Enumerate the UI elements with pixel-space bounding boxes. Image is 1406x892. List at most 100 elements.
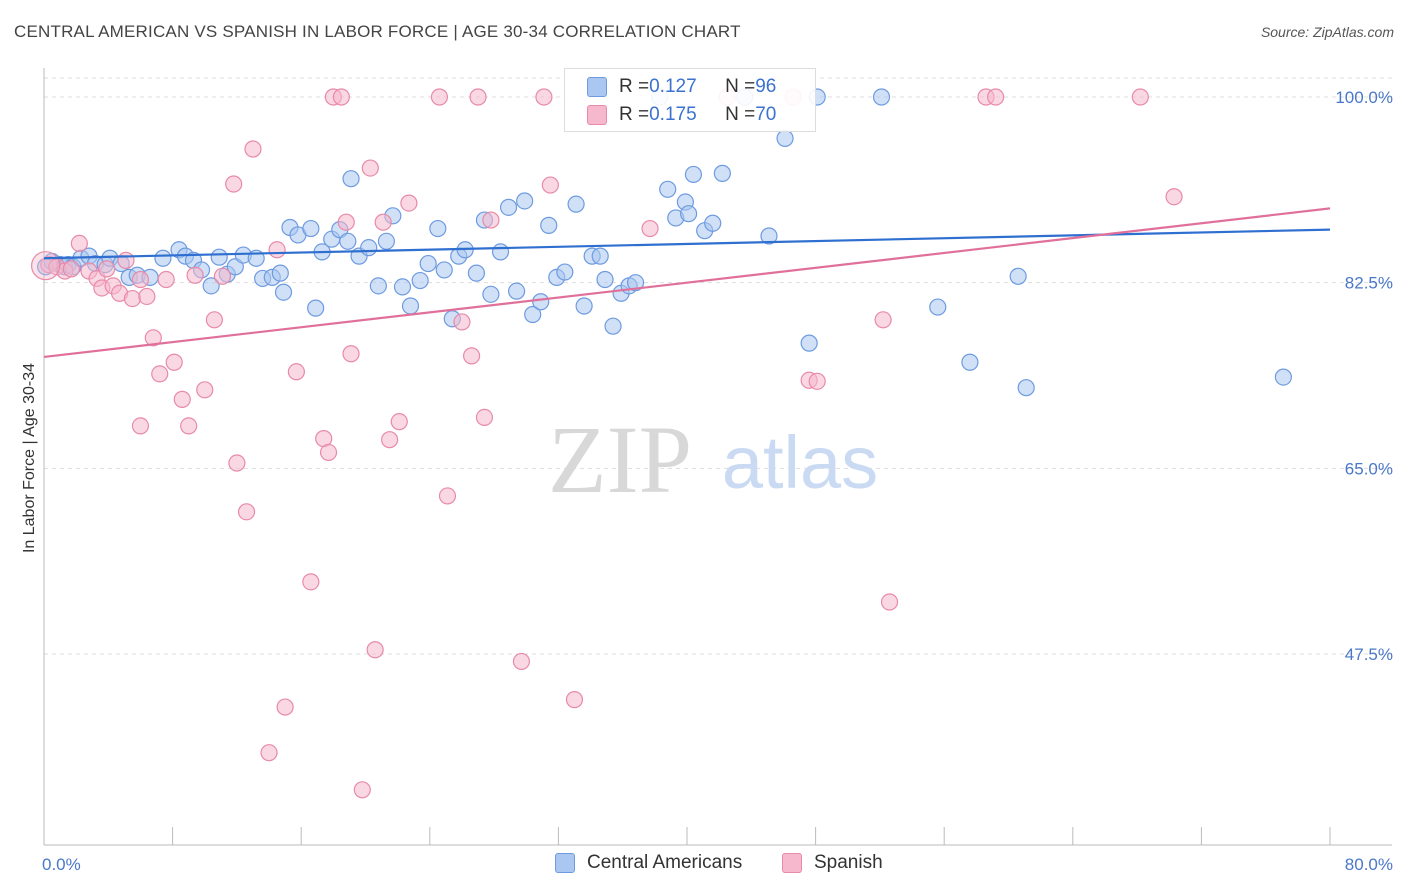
data-point — [541, 176, 559, 194]
x-tick-label-max: 80.0% — [1345, 855, 1393, 874]
data-point — [98, 260, 116, 278]
data-point — [390, 413, 408, 431]
data-point — [430, 88, 449, 106]
data-point — [332, 88, 350, 106]
data-point — [302, 573, 320, 591]
data-point — [880, 593, 899, 611]
data-point — [353, 781, 371, 799]
data-point — [244, 140, 262, 158]
data-point — [535, 88, 553, 106]
data-point — [337, 213, 355, 231]
central-n-value: 96 — [755, 76, 777, 97]
spanish-r-label: R = — [619, 104, 650, 125]
axes — [43, 68, 1392, 846]
data-point — [680, 205, 698, 223]
data-point — [165, 353, 183, 371]
data-point — [419, 254, 437, 273]
data-point — [307, 299, 325, 317]
spanish-trend-line — [43, 207, 1331, 359]
data-point — [556, 263, 574, 281]
y-tick-label: 82.5% — [1345, 274, 1393, 293]
spanish-n-label: N = — [725, 104, 756, 125]
data-point — [411, 271, 429, 290]
data-point — [524, 305, 542, 324]
data-point — [381, 431, 399, 449]
watermark-atlas: atlas — [722, 421, 878, 504]
data-point — [713, 164, 731, 182]
legend-item-central[interactable]: Central Americans — [555, 852, 742, 874]
data-point — [482, 211, 500, 229]
spanish-points — [31, 88, 1183, 799]
data-point — [641, 219, 659, 238]
data-point — [516, 192, 534, 210]
data-point — [173, 390, 191, 408]
spanish-legend-swatch — [782, 853, 802, 873]
data-point — [467, 264, 486, 282]
data-point — [287, 363, 305, 381]
data-point — [62, 260, 80, 278]
data-point — [475, 408, 494, 427]
data-point — [213, 267, 232, 285]
spanish-legend-label: Spanish — [814, 852, 883, 873]
central-americans-points — [37, 88, 1292, 397]
data-point — [205, 311, 223, 329]
data-point — [342, 170, 360, 188]
source-label: Source: ZipAtlas.com — [1260, 24, 1394, 40]
data-point — [210, 248, 228, 266]
data-point — [429, 219, 447, 238]
data-point — [1017, 379, 1035, 397]
series-legend: Central Americans Spanish — [0, 852, 1406, 878]
central-trend-line — [43, 228, 1331, 260]
data-point — [196, 381, 214, 399]
tick-labels: 47.5% 65.0% 82.5% 100.0% 0.0% 80.0% — [42, 88, 1393, 874]
data-point — [626, 274, 645, 292]
x-tick-label-min: 0.0% — [42, 855, 81, 874]
data-point — [157, 270, 175, 289]
data-point — [508, 282, 526, 300]
data-point — [540, 216, 558, 234]
data-point — [704, 214, 722, 232]
data-point — [438, 487, 457, 505]
data-point — [186, 266, 204, 284]
legend-item-spanish[interactable]: Spanish — [782, 852, 883, 874]
chart-title: CENTRAL AMERICAN VS SPANISH IN LABOR FOR… — [14, 22, 741, 41]
data-point — [591, 247, 609, 265]
data-point — [131, 270, 150, 289]
data-point — [596, 270, 614, 289]
central-swatch — [587, 77, 607, 97]
data-point — [874, 311, 892, 329]
data-point — [342, 345, 360, 363]
data-point — [469, 88, 487, 106]
legend-row-spanish: R = 0.175 N = 70 — [587, 101, 776, 129]
data-point-cluster — [31, 251, 61, 281]
data-point — [70, 234, 88, 253]
data-point — [302, 219, 320, 238]
data-point — [462, 347, 481, 365]
data-point — [226, 258, 244, 276]
data-point — [319, 443, 338, 462]
grid-lines — [44, 77, 1392, 655]
y-tick-label: 65.0% — [1345, 459, 1393, 478]
central-r-value: 0.127 — [649, 76, 697, 97]
data-point — [271, 264, 289, 282]
data-point — [491, 243, 510, 261]
data-point — [776, 129, 794, 147]
data-point — [961, 353, 979, 371]
data-point — [808, 372, 826, 390]
spanish-r-value: 0.175 — [649, 104, 697, 125]
data-point — [339, 232, 357, 250]
correlation-legend: R = 0.127 N = 96 R = 0.175 N = 70 — [564, 68, 816, 132]
data-point — [117, 251, 135, 269]
data-point — [929, 298, 947, 316]
data-point — [260, 744, 278, 762]
data-point — [565, 691, 584, 709]
data-point — [377, 232, 395, 250]
data-point — [760, 227, 778, 245]
data-point — [123, 289, 142, 308]
data-point — [202, 277, 220, 295]
data-point — [180, 417, 198, 435]
data-point — [567, 195, 585, 213]
data-point — [575, 297, 593, 315]
data-point — [225, 175, 243, 193]
